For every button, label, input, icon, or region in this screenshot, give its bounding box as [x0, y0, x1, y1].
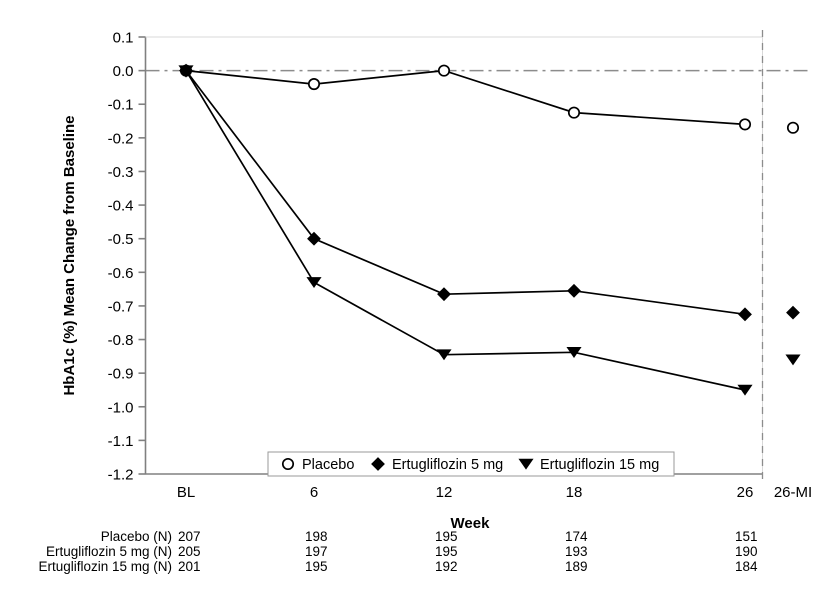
- series-line: [185, 70, 746, 316]
- series-placebo: [179, 64, 800, 134]
- n-row-value: 201: [178, 559, 201, 574]
- n-row-value: 195: [305, 559, 328, 574]
- x-axis-tick-label: BL: [177, 484, 195, 501]
- n-row-value: 197: [305, 544, 328, 559]
- legend-box: [267, 451, 675, 477]
- legend-label: Placebo: [302, 457, 354, 473]
- data-point-marker: [436, 349, 452, 361]
- data-point-marker: [738, 307, 752, 322]
- data-point-marker: [437, 287, 451, 302]
- y-axis-tick-label: 0.0: [113, 63, 134, 80]
- endpoint-marker: [786, 121, 800, 134]
- x-axis-tick-label: 18: [566, 484, 583, 501]
- legend-marker-open-circle: [281, 457, 295, 471]
- data-point-marker: [737, 384, 753, 396]
- legend-item-1[interactable]: Ertugliflozin 5 mg: [371, 457, 503, 473]
- data-point-marker: [566, 347, 582, 358]
- x-axis-title: Week: [451, 515, 491, 532]
- x-axis-tick-label: 26: [737, 484, 754, 501]
- y-axis-tick-label: -0.2: [108, 130, 134, 147]
- data-point-marker: [307, 231, 321, 246]
- y-axis-tick-label: -0.3: [108, 164, 134, 181]
- data-point-marker: [307, 78, 321, 91]
- n-row-value: 198: [305, 529, 328, 544]
- y-axis-tick-label: -0.6: [108, 265, 134, 282]
- y-axis-tick-label: 0.1: [113, 30, 134, 47]
- series-line: [185, 69, 746, 126]
- n-row-value: 205: [178, 544, 201, 559]
- x-axis-tick-label: 12: [436, 484, 453, 501]
- legend-marker-filled-diamond: [371, 457, 385, 471]
- n-row-label: Ertugliflozin 15 mg (N): [38, 559, 172, 574]
- y-axis-tick-label: -0.8: [108, 332, 134, 349]
- y-axis-tick-label: -0.7: [108, 298, 134, 315]
- y-axis-tick-label: -1.0: [108, 399, 134, 416]
- x-axis-tick-label: 6: [310, 484, 318, 501]
- n-row-value: 174: [565, 529, 588, 544]
- series-ertugliflozin-15-mg: [178, 65, 801, 396]
- n-row-value: 195: [435, 529, 458, 544]
- data-point-marker: [306, 277, 322, 289]
- n-row-label: Placebo (N): [101, 529, 172, 544]
- legend-label: Ertugliflozin 15 mg: [540, 457, 659, 473]
- n-row-value: 151: [735, 529, 758, 544]
- y-axis-tick-label: -0.5: [108, 231, 134, 248]
- y-axis-title: HbA1c (%) Mean Change from Baseline: [61, 115, 78, 395]
- series-ertugliflozin-5-mg: [179, 63, 800, 322]
- y-axis-tick-label: -1.2: [108, 467, 134, 484]
- endpoint-marker: [785, 354, 801, 366]
- y-axis-tick-label: -1.1: [108, 433, 134, 450]
- n-row-value: 189: [565, 559, 588, 574]
- n-row-value: 195: [435, 544, 458, 559]
- legend-item-2[interactable]: Ertugliflozin 15 mg: [518, 457, 659, 473]
- x-axis-tick-label: 26-MI: [774, 484, 812, 501]
- y-axis-tick-label: -0.4: [108, 198, 134, 215]
- data-point-marker: [567, 106, 581, 119]
- data-point-marker: [738, 118, 752, 131]
- n-row-value: 207: [178, 529, 201, 544]
- y-axis-tick-label: -0.1: [108, 97, 134, 114]
- legend-item-0[interactable]: Placebo: [281, 457, 355, 473]
- y-axis-tick-label: -0.9: [108, 366, 134, 383]
- endpoint-marker: [786, 305, 800, 320]
- data-point-marker: [567, 283, 581, 298]
- legend-marker-filled-triangle-down: [518, 458, 534, 470]
- n-row-label: Ertugliflozin 5 mg (N): [46, 544, 172, 559]
- n-row-value: 193: [565, 544, 588, 559]
- data-point-marker: [437, 64, 451, 77]
- n-row-value: 192: [435, 559, 458, 574]
- data-point-marker: [178, 65, 194, 77]
- n-row-value: 184: [735, 559, 758, 574]
- n-row-value: 190: [735, 544, 758, 559]
- legend-label: Ertugliflozin 5 mg: [392, 457, 503, 473]
